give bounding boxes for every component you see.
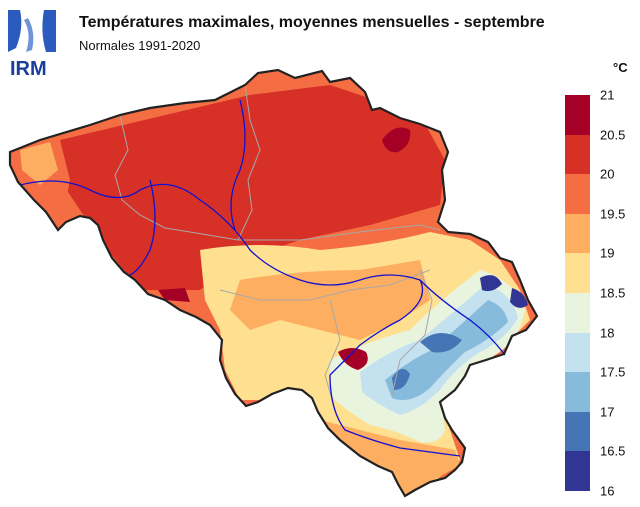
legend-tick-label: 17 xyxy=(600,404,615,420)
zone-19-gaume xyxy=(320,420,460,495)
legend-tick-label: 18 xyxy=(600,325,615,341)
legend-tick-label: 16 xyxy=(600,483,615,499)
legend-bin xyxy=(565,253,590,293)
color-legend: 21 20.5 20 19.5 19 18.5 18 17.5 17 16.5 16 xyxy=(565,88,625,499)
hotspot-meuse-valley xyxy=(338,348,368,370)
belgium-map xyxy=(8,68,539,498)
legend-bin xyxy=(565,174,590,214)
irm-logo: IRM xyxy=(6,8,60,80)
map-title: Températures maximales, moyennes mensuel… xyxy=(79,14,545,31)
zone-16-a xyxy=(480,275,502,292)
province-boundaries xyxy=(114,84,441,411)
legend-tick-label: 21 xyxy=(600,87,615,103)
hotspot-kempen xyxy=(382,127,411,153)
legend-tick-label: 17.5 xyxy=(600,364,626,380)
legend-bin xyxy=(565,411,590,452)
legend-bin xyxy=(565,332,590,373)
legend-tick-label: 20 xyxy=(600,166,615,182)
legend-bin xyxy=(565,372,590,412)
hotspot-hainaut xyxy=(158,288,190,302)
rivers xyxy=(19,99,506,457)
zone-20 xyxy=(60,85,445,290)
zone-19-coast xyxy=(20,142,58,185)
legend-unit: °C xyxy=(613,60,628,75)
legend-tick-label: 19 xyxy=(600,245,615,261)
legend-tick-label: 20.5 xyxy=(600,127,626,143)
zone-16-b xyxy=(510,288,528,308)
legend-bin xyxy=(565,451,590,491)
legend-tick-label: 16.5 xyxy=(600,443,626,459)
zone-16-5-a xyxy=(420,332,462,353)
legend-bin xyxy=(565,95,590,135)
legend-bin xyxy=(565,134,590,175)
irm-logo-mark xyxy=(8,10,56,52)
logo-text: IRM xyxy=(10,58,47,80)
legend-bin xyxy=(565,293,590,333)
legend-tick-label: 18.5 xyxy=(600,285,626,301)
legend-bin xyxy=(565,213,590,254)
map-subtitle: Normales 1991-2020 xyxy=(79,38,201,53)
legend-tick-label: 19.5 xyxy=(600,206,626,222)
